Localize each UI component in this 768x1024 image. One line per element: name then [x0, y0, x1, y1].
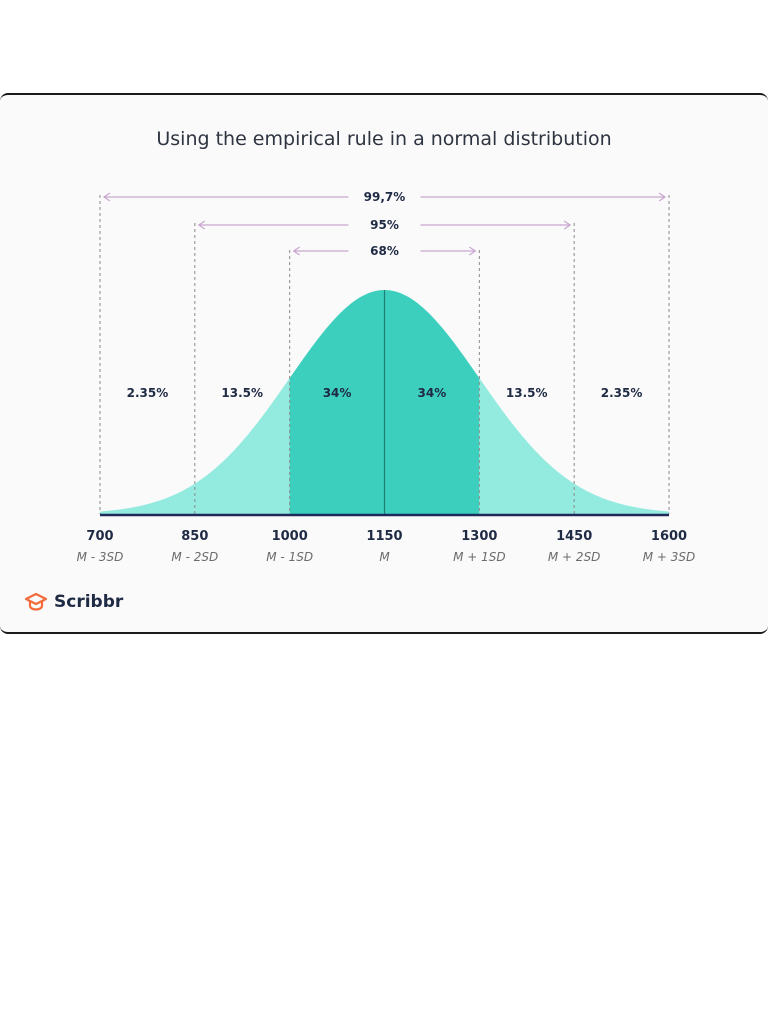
range-arrow-right-1: [563, 220, 572, 230]
x-tick-label-2: 1000: [272, 529, 308, 544]
region-area-1: [194, 378, 290, 514]
normal-distribution-chart: 99,7% 95% 68% 2.35% 13.5% 34% 34% 13.5% 2.35% 700…: [77, 190, 696, 564]
chart-card: Using the empirical rule in a normal dis…: [0, 93, 768, 634]
region-area-3: [384, 290, 480, 514]
x-tick-sublabel-2: M - 1SD: [266, 550, 313, 564]
region-area-5: [574, 483, 669, 514]
range-arrow-left-0: [102, 192, 111, 202]
scribbr-logo: Scribbr: [24, 592, 123, 612]
range-label-1: 95%: [370, 218, 399, 232]
region-label-5: 2.35%: [601, 386, 643, 400]
x-tick-sublabel-5: M + 2SD: [548, 550, 601, 564]
x-tick-label-3: 1150: [366, 529, 402, 544]
range-label-2: 68%: [370, 244, 399, 258]
range-arrow-right-0: [658, 192, 667, 202]
region-area-4: [479, 378, 575, 514]
x-tick-sublabel-1: M - 2SD: [171, 550, 218, 564]
x-tick-label-1: 850: [181, 529, 208, 544]
x-tick-sublabel-4: M + 1SD: [453, 550, 506, 564]
region-area-2: [289, 290, 385, 514]
region-label-3: 34%: [418, 386, 447, 400]
region-label-2: 34%: [323, 386, 352, 400]
region-label-4: 13.5%: [506, 386, 548, 400]
x-tick-label-0: 700: [86, 529, 113, 544]
graduation-cap-icon: [24, 592, 48, 611]
x-tick-label-4: 1300: [461, 529, 497, 544]
range-arrow-left-1: [197, 220, 206, 230]
brand-name: Scribbr: [54, 592, 124, 612]
x-tick-sublabel-3: M: [379, 550, 390, 564]
range-label-0: 99,7%: [364, 190, 406, 204]
x-tick-sublabel-0: M - 3SD: [77, 550, 124, 564]
x-tick-label-5: 1450: [556, 529, 592, 544]
x-tick-label-6: 1600: [651, 529, 687, 544]
range-arrow-left-2: [292, 246, 300, 256]
region-area-0: [100, 483, 195, 514]
chart-title: Using the empirical rule in a normal dis…: [156, 128, 612, 150]
region-label-1: 13.5%: [221, 386, 263, 400]
region-label-0: 2.35%: [127, 386, 169, 400]
range-arrow-right-2: [469, 246, 477, 256]
x-tick-sublabel-6: M + 3SD: [643, 550, 696, 564]
